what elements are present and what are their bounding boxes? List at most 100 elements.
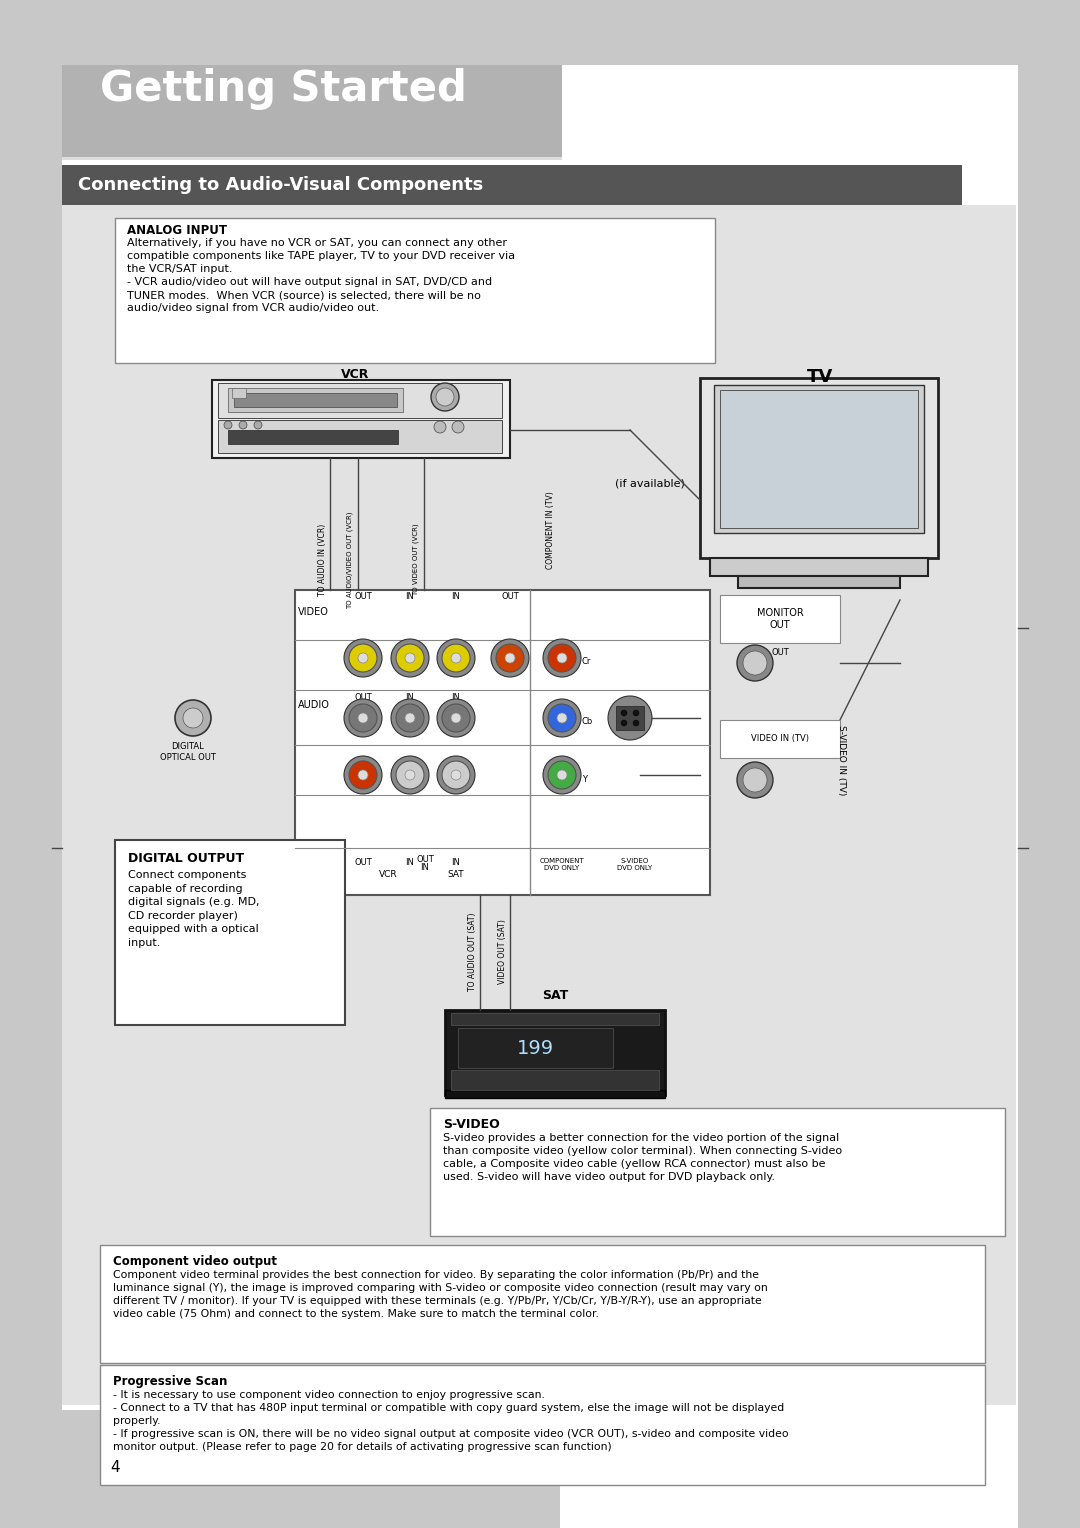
Circle shape xyxy=(345,756,382,795)
Circle shape xyxy=(543,698,581,736)
Text: Progressive Scan: Progressive Scan xyxy=(113,1375,228,1387)
Circle shape xyxy=(633,720,639,726)
Text: TO VIDEO OUT (VCR): TO VIDEO OUT (VCR) xyxy=(413,524,419,596)
Circle shape xyxy=(451,770,461,779)
Circle shape xyxy=(396,761,424,788)
Circle shape xyxy=(239,422,247,429)
Bar xyxy=(114,219,715,364)
Bar xyxy=(0,1410,62,1528)
Bar xyxy=(212,380,510,458)
Bar xyxy=(100,1365,985,1485)
Bar xyxy=(218,420,502,452)
Text: COMPONENT IN (TV): COMPONENT IN (TV) xyxy=(545,490,554,568)
Text: Connect components
capable of recording
digital signals (e.g. MD,
CD recorder pl: Connect components capable of recording … xyxy=(129,869,259,947)
Text: SAT: SAT xyxy=(542,989,568,1002)
Text: OUT: OUT xyxy=(354,591,372,601)
Text: S-VIDEO IN (TV): S-VIDEO IN (TV) xyxy=(837,724,847,795)
Circle shape xyxy=(391,756,429,795)
Bar xyxy=(100,1245,985,1363)
Circle shape xyxy=(396,643,424,672)
Text: Component video terminal provides the best connection for video. By separating t: Component video terminal provides the be… xyxy=(113,1270,768,1319)
Text: VCR: VCR xyxy=(341,368,369,380)
Circle shape xyxy=(737,645,773,681)
Bar xyxy=(0,1410,561,1528)
Text: S-video provides a better connection for the video portion of the signal
than co: S-video provides a better connection for… xyxy=(443,1132,842,1183)
Text: AUDIO: AUDIO xyxy=(298,700,329,711)
Circle shape xyxy=(442,761,470,788)
Text: Connecting to Audio-Visual Components: Connecting to Audio-Visual Components xyxy=(78,176,483,194)
Circle shape xyxy=(405,652,415,663)
Circle shape xyxy=(431,384,459,411)
Circle shape xyxy=(543,756,581,795)
Circle shape xyxy=(557,770,567,779)
Circle shape xyxy=(405,770,415,779)
Bar xyxy=(114,840,345,1025)
Bar xyxy=(62,165,962,205)
Text: S-VIDEO
DVD ONLY: S-VIDEO DVD ONLY xyxy=(618,859,652,871)
Circle shape xyxy=(548,761,576,788)
Circle shape xyxy=(436,388,454,406)
Circle shape xyxy=(442,643,470,672)
Text: IN: IN xyxy=(451,694,460,701)
Bar xyxy=(616,706,644,730)
Bar xyxy=(451,1013,659,1025)
Circle shape xyxy=(621,720,627,726)
Circle shape xyxy=(357,714,368,723)
Text: IN: IN xyxy=(451,859,460,866)
Circle shape xyxy=(451,714,461,723)
Text: ANALOG INPUT: ANALOG INPUT xyxy=(127,225,227,237)
Circle shape xyxy=(254,422,262,429)
Bar xyxy=(430,1108,1005,1236)
Text: TO AUDIO IN (VCR): TO AUDIO IN (VCR) xyxy=(318,524,326,596)
Bar xyxy=(451,1070,659,1089)
Circle shape xyxy=(505,652,515,663)
Circle shape xyxy=(224,422,232,429)
Bar xyxy=(62,66,562,157)
Bar xyxy=(445,1089,665,1099)
Circle shape xyxy=(437,756,475,795)
Circle shape xyxy=(437,639,475,677)
Circle shape xyxy=(357,652,368,663)
Text: TO AUDIO OUT (SAT): TO AUDIO OUT (SAT) xyxy=(468,912,476,992)
Circle shape xyxy=(621,711,627,717)
Circle shape xyxy=(357,770,368,779)
Bar xyxy=(720,720,840,758)
Circle shape xyxy=(396,704,424,732)
Text: IN: IN xyxy=(451,591,460,601)
Circle shape xyxy=(491,639,529,677)
Text: COMPONENT
DVD ONLY: COMPONENT DVD ONLY xyxy=(540,859,584,871)
Bar xyxy=(295,590,710,895)
Circle shape xyxy=(349,761,377,788)
Text: IN: IN xyxy=(406,694,415,701)
Circle shape xyxy=(453,422,464,432)
Text: VCR: VCR xyxy=(379,869,397,879)
Circle shape xyxy=(743,651,767,675)
Text: SAT: SAT xyxy=(448,869,464,879)
Text: IN: IN xyxy=(406,591,415,601)
Text: Component video output: Component video output xyxy=(113,1254,276,1268)
Text: Cr: Cr xyxy=(582,657,592,666)
Bar xyxy=(445,1010,665,1096)
Text: OUT: OUT xyxy=(416,856,434,863)
Text: OUT: OUT xyxy=(771,648,788,657)
Bar xyxy=(700,377,939,558)
Circle shape xyxy=(391,639,429,677)
Text: VIDEO: VIDEO xyxy=(298,607,329,617)
Text: Cb: Cb xyxy=(582,718,593,726)
Bar xyxy=(62,205,1016,1406)
Circle shape xyxy=(543,639,581,677)
Bar xyxy=(228,429,399,445)
Bar xyxy=(720,594,840,643)
Bar xyxy=(458,1028,613,1068)
Text: Y: Y xyxy=(582,775,588,784)
Text: IN: IN xyxy=(420,863,430,872)
Circle shape xyxy=(548,704,576,732)
Circle shape xyxy=(345,698,382,736)
Text: DIGITAL
OPTICAL OUT: DIGITAL OPTICAL OUT xyxy=(160,743,216,762)
Bar xyxy=(62,157,562,160)
Circle shape xyxy=(743,769,767,792)
Text: - It is necessary to use component video connection to enjoy progressive scan.
-: - It is necessary to use component video… xyxy=(113,1390,788,1452)
Circle shape xyxy=(345,639,382,677)
Text: IN: IN xyxy=(406,859,415,866)
Text: 199: 199 xyxy=(516,1039,554,1057)
